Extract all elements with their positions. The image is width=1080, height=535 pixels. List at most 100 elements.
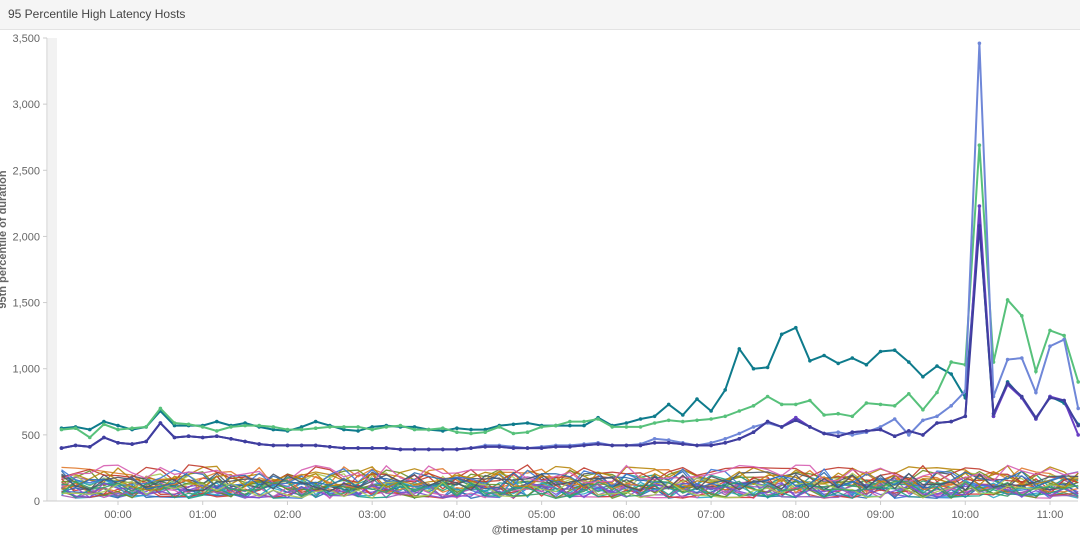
series-point[interactable] [356,425,360,429]
series-point[interactable] [215,429,219,433]
series-point[interactable] [59,446,64,450]
series-point[interactable] [779,332,784,337]
series-point[interactable] [412,447,417,452]
series-point[interactable] [850,430,855,435]
series-point[interactable] [991,411,996,416]
series-point[interactable] [568,445,572,449]
series-point[interactable] [892,417,897,421]
series-point[interactable] [426,427,431,432]
series-point[interactable] [935,364,939,368]
series-point[interactable] [455,426,459,431]
series-point[interactable] [1048,396,1052,400]
series-point[interactable] [1020,394,1024,399]
series-point[interactable] [370,446,375,450]
series-point[interactable] [469,446,473,450]
series-point[interactable] [723,441,727,445]
series-point[interactable] [822,431,826,436]
series-point[interactable] [737,347,742,351]
series-point[interactable] [709,417,713,421]
series-point[interactable] [412,427,417,432]
series-point[interactable] [779,402,784,407]
series-point[interactable] [681,413,685,417]
series-point[interactable] [370,425,375,429]
series-point[interactable] [243,423,247,428]
series-point[interactable] [977,143,982,147]
series-point[interactable] [384,425,389,429]
series-point[interactable] [681,419,685,424]
series-point[interactable] [949,419,953,424]
series-point[interactable] [158,421,163,425]
series-point[interactable] [313,443,318,448]
series-point[interactable] [977,224,982,228]
series-point[interactable] [907,429,911,433]
series-point[interactable] [299,443,304,448]
series-point[interactable] [878,349,883,354]
series-point[interactable] [907,360,911,364]
series-point[interactable] [455,447,459,452]
series-point[interactable] [949,360,953,364]
series-point[interactable] [822,353,826,358]
series-point[interactable] [977,204,982,208]
series-point[interactable] [257,442,262,446]
series-point[interactable] [257,423,262,428]
series-point[interactable] [144,439,148,444]
series-point[interactable] [328,445,332,449]
series-point[interactable] [878,402,883,407]
series-point[interactable] [765,394,770,399]
series-point[interactable] [130,426,134,431]
series-point[interactable] [709,441,713,445]
series-point[interactable] [356,446,360,450]
series-point[interactable] [723,414,727,419]
series-point[interactable] [666,441,671,445]
series-point[interactable] [1048,328,1052,333]
series-point[interactable] [285,427,290,432]
series-point[interactable] [794,418,798,423]
series-point[interactable] [695,443,699,448]
series-point[interactable] [582,419,586,424]
series-point[interactable] [878,427,883,432]
series-point[interactable] [554,445,558,449]
series-point[interactable] [850,414,855,419]
series-point[interactable] [426,447,431,452]
series-point[interactable] [243,439,247,444]
series-point[interactable] [144,425,148,429]
series-point[interactable] [525,446,530,450]
series-point[interactable] [455,430,459,435]
series-point[interactable] [1076,380,1080,384]
series-point[interactable] [935,414,939,419]
series-point[interactable] [850,356,855,360]
series-point[interactable] [751,430,756,435]
series-point[interactable] [554,423,558,428]
series-point[interactable] [991,414,996,419]
series-point[interactable] [808,359,812,363]
series-point[interactable] [907,433,911,437]
series-point[interactable] [935,390,939,395]
series-point[interactable] [695,397,699,401]
series-point[interactable] [723,437,727,441]
series-point[interactable] [1005,298,1010,302]
series-point[interactable] [1076,406,1080,411]
series-point[interactable] [638,417,643,421]
series-point[interactable] [836,430,840,435]
series-point[interactable] [88,427,92,432]
series-point[interactable] [624,421,629,425]
series-point[interactable] [88,445,92,449]
series-point[interactable] [892,434,897,439]
series-point[interactable] [836,434,840,439]
series-point[interactable] [836,411,840,416]
series-point[interactable] [610,443,614,448]
series-point[interactable] [949,404,953,408]
series-point[interactable] [370,427,375,432]
series-point[interactable] [271,427,276,432]
series-point[interactable] [116,423,120,428]
series-point[interactable] [935,421,939,425]
series-point[interactable] [116,427,120,432]
series-point[interactable] [398,423,403,428]
series-point[interactable] [864,362,869,367]
series-point[interactable] [652,441,657,445]
series-point[interactable] [723,388,727,392]
series-point[interactable] [285,443,290,448]
series-point[interactable] [666,418,671,423]
series-point[interactable] [808,425,812,429]
series-point[interactable] [1062,333,1066,338]
